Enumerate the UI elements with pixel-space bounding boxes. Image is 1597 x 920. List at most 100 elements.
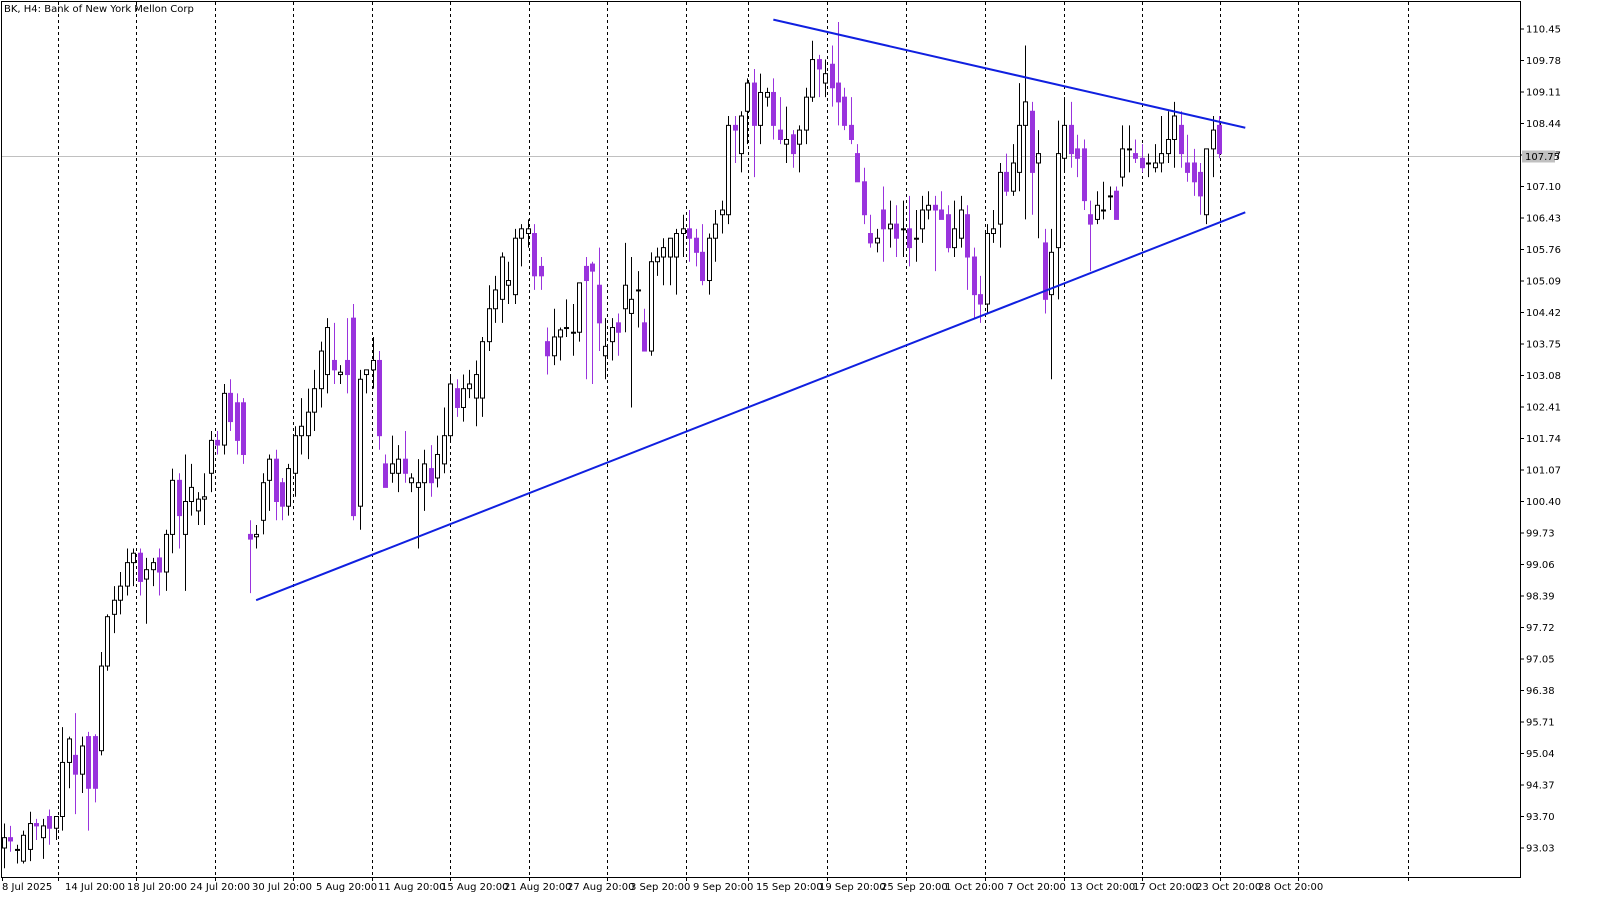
candle-body-bear <box>1140 157 1145 169</box>
candle-body-bull <box>267 458 272 481</box>
candle <box>959 195 964 248</box>
candle <box>8 825 13 852</box>
candle <box>914 210 919 262</box>
candle <box>202 473 207 526</box>
candle <box>965 205 970 290</box>
candle <box>338 365 343 384</box>
candle-body-bull <box>286 468 291 507</box>
time-tick-label: 15 Aug 20:00 <box>441 882 508 893</box>
resistance-trendline[interactable] <box>773 18 1246 129</box>
candle <box>849 97 854 145</box>
candle <box>21 830 26 864</box>
grid-lines <box>58 2 1409 877</box>
candle-body-bear <box>965 214 970 258</box>
candle-body-bull <box>487 308 492 343</box>
candle-body-bull <box>959 209 964 239</box>
candle <box>280 477 285 521</box>
time-tick-label: 11 Aug 20:00 <box>378 882 445 893</box>
candle <box>1062 97 1067 173</box>
candle <box>694 228 699 267</box>
candle-body-bull <box>920 209 925 230</box>
candle-body-bear <box>584 265 589 282</box>
candle-body-bull <box>1036 153 1041 164</box>
candle-body-bull <box>448 383 453 437</box>
candle <box>784 106 789 163</box>
candle-body-bull <box>758 91 763 126</box>
price-tick-label: 95.71 <box>1526 718 1555 729</box>
candle <box>597 247 602 352</box>
candle-body-bull <box>1159 153 1164 164</box>
candle <box>1056 120 1061 300</box>
trendlines <box>255 18 1246 602</box>
candle <box>345 318 350 394</box>
candle-body-bear <box>545 341 550 357</box>
candle <box>164 529 169 591</box>
candle <box>1017 83 1022 192</box>
candle <box>151 557 156 587</box>
candle <box>1036 130 1041 239</box>
candle <box>1004 153 1009 196</box>
time-tick-label: 17 Oct 20:00 <box>1133 882 1198 893</box>
candle-body-bull <box>1023 101 1028 126</box>
candle-body-bear <box>1075 148 1080 159</box>
candle-body-bear <box>946 214 951 249</box>
candle <box>1146 153 1151 178</box>
candle-body-bear <box>881 209 886 230</box>
candle <box>1030 101 1035 215</box>
candles <box>2 21 1222 869</box>
candle-body-bull <box>500 256 505 300</box>
candle <box>383 454 388 488</box>
time-tick-label: 27 Aug 20:00 <box>567 882 634 893</box>
candle-body-bull <box>364 369 369 376</box>
candle-body-bull <box>80 745 85 775</box>
candle-body-bear <box>817 59 822 70</box>
candle-body-bear <box>403 458 408 474</box>
candle-body-bull <box>338 371 343 376</box>
candle-body-bear <box>694 237 699 253</box>
candle-body-bull <box>209 439 214 474</box>
candle <box>636 271 641 328</box>
time-tick-label: 19 Sep 20:00 <box>819 882 886 893</box>
time-tick-label: 9 Sep 20:00 <box>693 882 753 893</box>
candle-body-bear <box>345 359 350 376</box>
candle <box>1108 186 1113 211</box>
candle-body-bull <box>358 378 363 507</box>
candle-body-bear <box>93 736 98 789</box>
candle <box>765 87 770 107</box>
candle-body-bull <box>661 247 666 258</box>
candle <box>47 809 52 845</box>
support-trendline[interactable] <box>255 211 1246 602</box>
candle-body-bear <box>687 228 692 239</box>
candle <box>584 257 589 380</box>
candle <box>855 144 860 183</box>
candle <box>539 257 544 290</box>
candle-body-bull <box>416 482 421 488</box>
time-tick-label: 8 Jul 2025 <box>2 882 52 893</box>
candle-body-bear <box>972 256 977 296</box>
candle <box>1043 228 1048 314</box>
price-tick-label: 107.10 <box>1526 182 1561 193</box>
candle <box>377 351 382 450</box>
candle-body-bear <box>228 392 233 423</box>
candle-body-bull <box>1101 209 1106 212</box>
candle-body-bear <box>1133 153 1138 159</box>
candle <box>1179 111 1184 168</box>
candle <box>1166 111 1171 163</box>
candle-body-bear <box>73 754 78 775</box>
candle-body-bear <box>86 736 91 789</box>
candle-body-bear <box>939 209 944 220</box>
candle <box>939 191 944 220</box>
price-tick-label: 93.03 <box>1526 844 1555 855</box>
candle-body-bull <box>914 237 919 240</box>
candle <box>1133 139 1138 163</box>
candle <box>1011 144 1016 196</box>
candle <box>1153 144 1158 173</box>
candle <box>868 214 873 248</box>
candle-body-bull <box>493 289 498 310</box>
candle <box>493 275 498 323</box>
candle <box>668 237 673 286</box>
candle <box>946 205 951 253</box>
